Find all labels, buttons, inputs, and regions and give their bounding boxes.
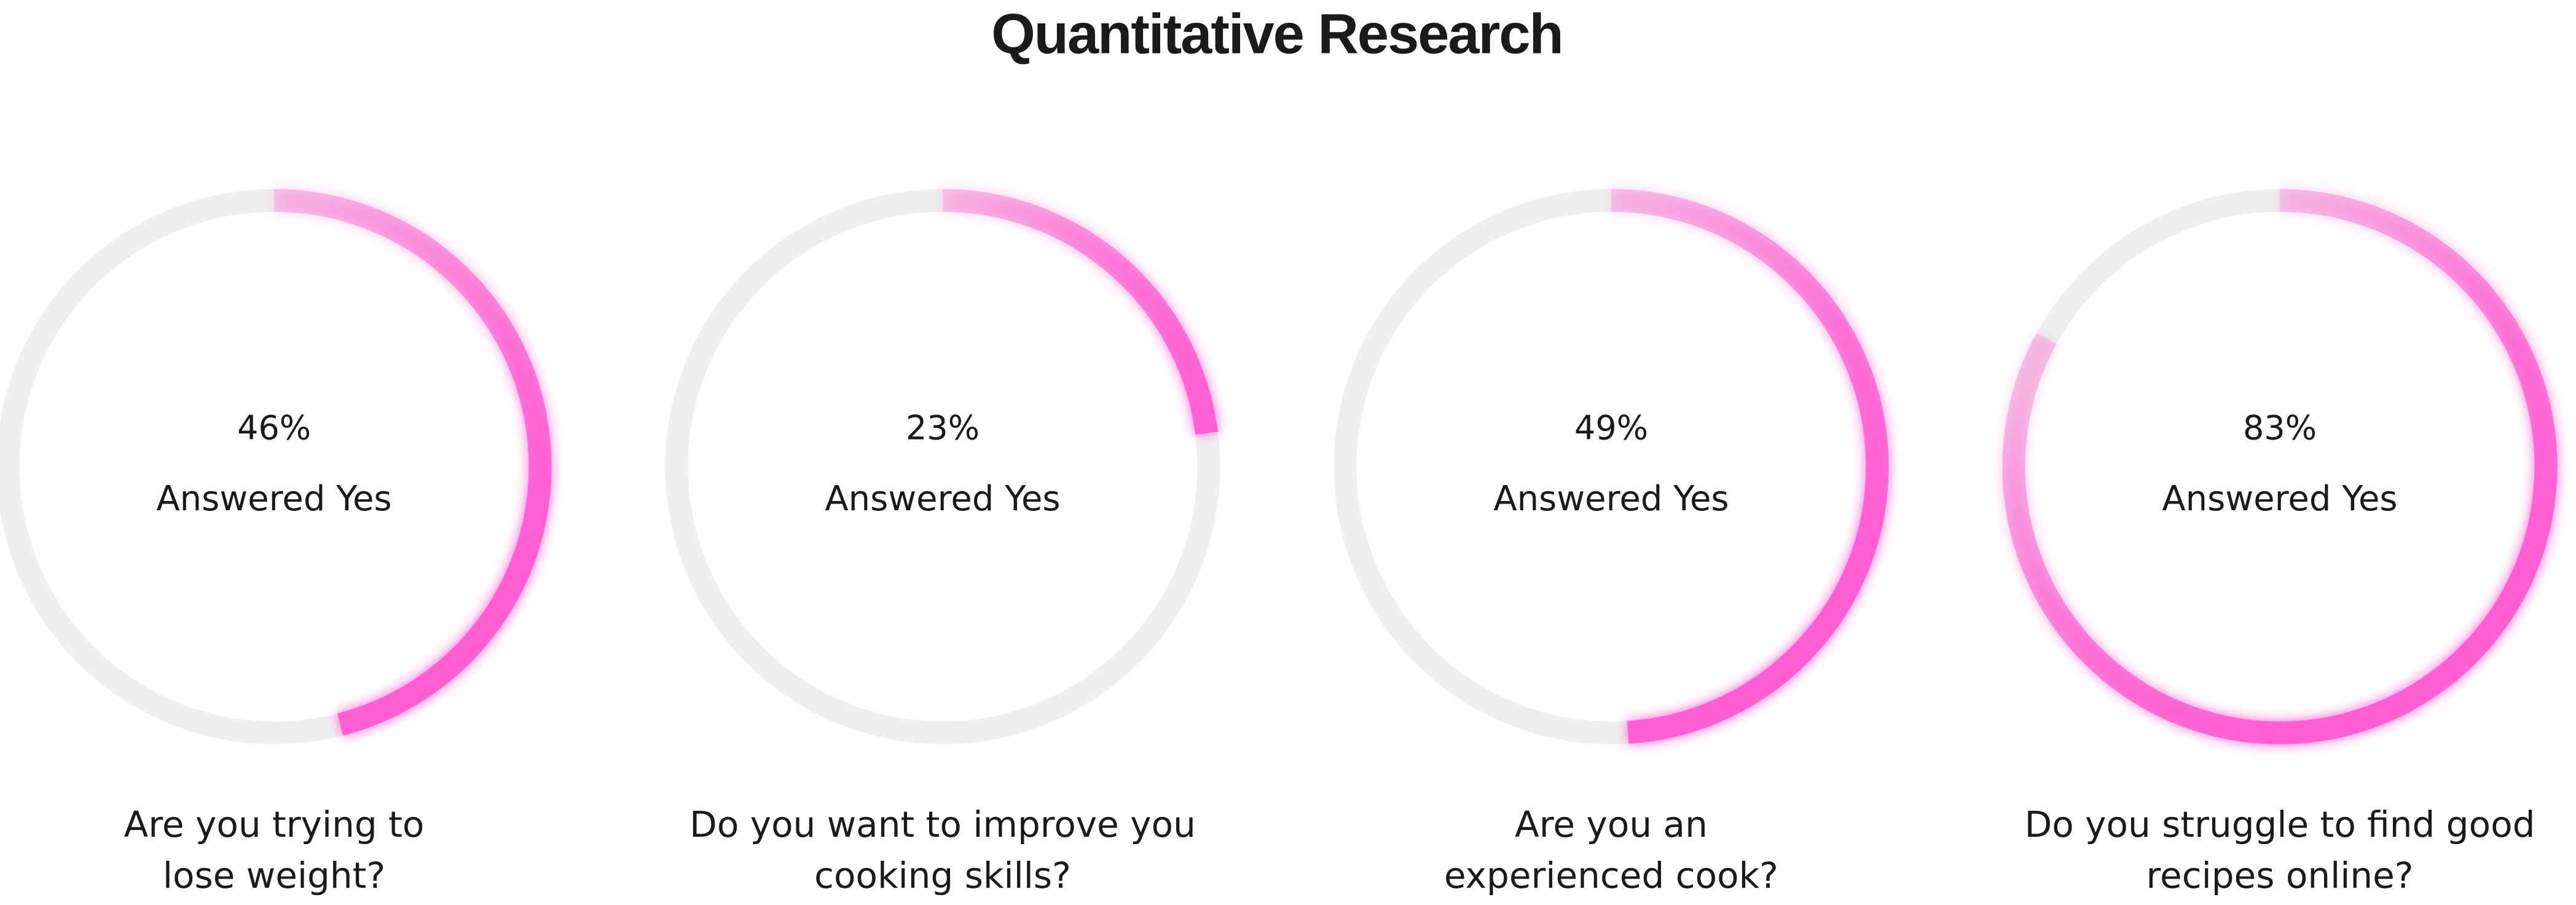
percent-label: 83% xyxy=(2243,409,2317,448)
progress-arc xyxy=(942,189,1218,435)
page-title: Quantitative Research xyxy=(991,2,1562,65)
answer-label: Answered Yes xyxy=(1493,479,1729,519)
progress-arc xyxy=(1611,189,1889,744)
question-text: recipes online? xyxy=(2146,855,2413,896)
answer-label: Answered Yes xyxy=(156,479,391,519)
percent-label: 49% xyxy=(1574,409,1648,448)
percent-label: 46% xyxy=(237,409,311,448)
progress-arc xyxy=(2002,189,2558,745)
question-text: cooking skills? xyxy=(814,855,1071,896)
answer-label: Answered Yes xyxy=(825,479,1060,519)
percent-label: 23% xyxy=(906,409,980,448)
question-text: Do you struggle to find good xyxy=(2025,804,2535,845)
question-text: Are you an xyxy=(1515,804,1708,845)
question-text: Are you trying to xyxy=(124,804,425,845)
progress-arc xyxy=(273,189,552,736)
answer-label: Answered Yes xyxy=(2162,479,2397,519)
question-text: lose weight? xyxy=(163,855,385,896)
question-text: experienced cook? xyxy=(1444,855,1778,896)
question-text: Do you want to improve you xyxy=(689,804,1196,845)
